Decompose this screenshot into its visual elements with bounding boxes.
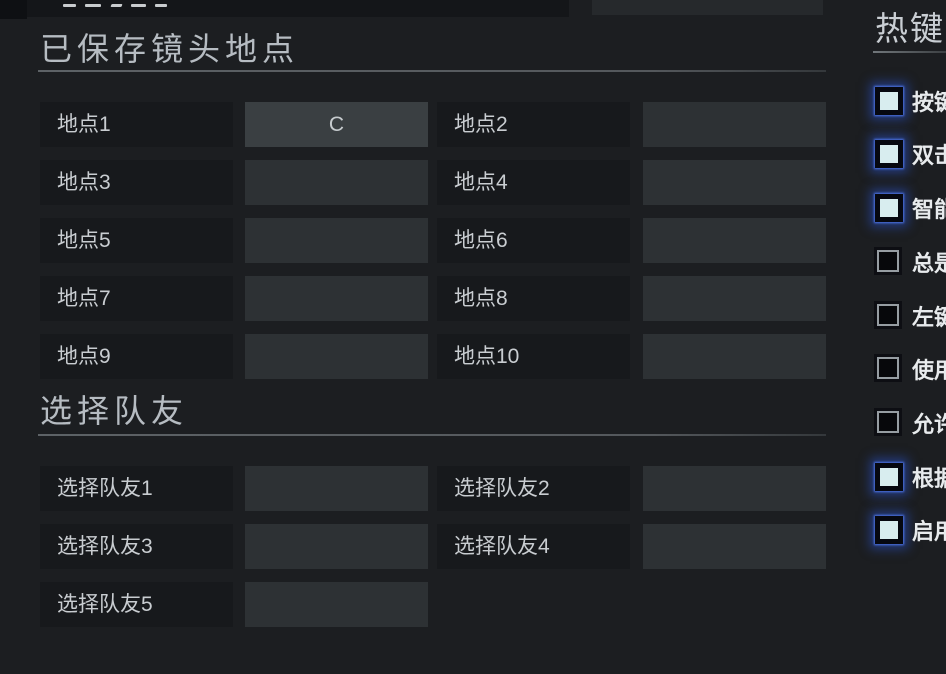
hotkey-option: 总是 bbox=[862, 247, 946, 277]
teammate-slot-label: 选择队友5 bbox=[40, 582, 233, 627]
camera-slot-keybind[interactable] bbox=[643, 160, 826, 205]
section-title-saved-camera: 已保存镜头地点 bbox=[40, 31, 300, 67]
hotkey-option: 双击 bbox=[862, 139, 946, 169]
hotkey-option-label: 启用 bbox=[912, 519, 946, 544]
teammate-slot-keybind[interactable] bbox=[643, 524, 826, 569]
camera-slot-label: 地点9 bbox=[40, 334, 233, 379]
camera-slot-keybind[interactable] bbox=[643, 102, 826, 147]
checkbox-icon[interactable] bbox=[877, 304, 899, 326]
teammate-slot-keybind[interactable] bbox=[245, 582, 428, 627]
hotkey-option-label: 双击 bbox=[912, 143, 946, 168]
hotkey-option: 智能 bbox=[862, 193, 946, 223]
hotkey-option: 启用 bbox=[862, 515, 946, 545]
teammate-slot-label: 选择队友3 bbox=[40, 524, 233, 569]
clipped-setting-row bbox=[27, 0, 569, 17]
clipped-text-fragment bbox=[131, 4, 146, 7]
checkbox-icon[interactable] bbox=[877, 411, 899, 433]
checkbox-icon[interactable] bbox=[877, 357, 899, 379]
hotkey-option: 允许 bbox=[862, 408, 946, 438]
camera-slot-label: 地点4 bbox=[437, 160, 630, 205]
camera-slot-label: 地点5 bbox=[40, 218, 233, 263]
hotkey-option-label: 左键 bbox=[912, 305, 946, 330]
teammate-slot-label: 选择队友4 bbox=[437, 524, 630, 569]
hotkey-option: 左键 bbox=[862, 301, 946, 331]
camera-slot-label: 地点6 bbox=[437, 218, 630, 263]
hotkey-option-label: 使用 bbox=[912, 358, 946, 383]
hotkey-option: 根据 bbox=[862, 462, 946, 492]
camera-slot-keybind[interactable] bbox=[245, 276, 428, 321]
camera-slot-keybind[interactable] bbox=[245, 334, 428, 379]
clipped-text-fragment bbox=[110, 4, 123, 7]
hotkey-option-label: 总是 bbox=[912, 251, 946, 276]
camera-slot-label: 地点1 bbox=[40, 102, 233, 147]
teammate-slot-label: 选择队友1 bbox=[40, 466, 233, 511]
camera-slot-keybind[interactable]: C bbox=[245, 102, 428, 147]
checkbox-icon[interactable] bbox=[875, 463, 903, 491]
teammate-slot-label: 选择队友2 bbox=[437, 466, 630, 511]
teammate-slot-keybind[interactable] bbox=[643, 466, 826, 511]
section-divider bbox=[38, 70, 826, 72]
hotkeys-panel-divider bbox=[873, 51, 946, 53]
hotkey-option: 按键 bbox=[862, 86, 946, 116]
clipped-text-fragment bbox=[85, 4, 101, 7]
camera-slot-keybind[interactable] bbox=[245, 160, 428, 205]
camera-slot-label: 地点2 bbox=[437, 102, 630, 147]
camera-slot-label: 地点7 bbox=[40, 276, 233, 321]
hotkey-option-label: 智能 bbox=[912, 197, 946, 222]
checkbox-icon[interactable] bbox=[875, 140, 903, 168]
camera-slot-label: 地点8 bbox=[437, 276, 630, 321]
checkbox-icon[interactable] bbox=[875, 87, 903, 115]
camera-slot-keybind[interactable] bbox=[643, 218, 826, 263]
clipped-text-fragment bbox=[155, 4, 167, 7]
section-title-select-teammates: 选择队友 bbox=[40, 393, 189, 429]
teammate-slot-keybind[interactable] bbox=[245, 524, 428, 569]
camera-slot-keybind[interactable] bbox=[245, 218, 428, 263]
clipped-corner bbox=[0, 0, 27, 19]
checkbox-icon[interactable] bbox=[875, 194, 903, 222]
camera-slot-keybind[interactable] bbox=[643, 276, 826, 321]
clipped-keybind-box[interactable] bbox=[592, 0, 823, 15]
clipped-text-fragment bbox=[63, 4, 76, 7]
camera-slot-keybind[interactable] bbox=[643, 334, 826, 379]
camera-slot-label: 地点3 bbox=[40, 160, 233, 205]
hotkey-option-label: 允许 bbox=[912, 412, 946, 437]
hotkey-option-label: 按键 bbox=[912, 90, 946, 115]
hotkey-option: 使用 bbox=[862, 354, 946, 384]
hotkeys-panel-title: 热键 bbox=[875, 10, 945, 47]
hotkey-option-label: 根据 bbox=[912, 466, 946, 491]
teammate-slot-keybind[interactable] bbox=[245, 466, 428, 511]
checkbox-icon[interactable] bbox=[875, 516, 903, 544]
checkbox-icon[interactable] bbox=[877, 250, 899, 272]
camera-slot-label: 地点10 bbox=[437, 334, 630, 379]
section-divider bbox=[38, 434, 826, 436]
